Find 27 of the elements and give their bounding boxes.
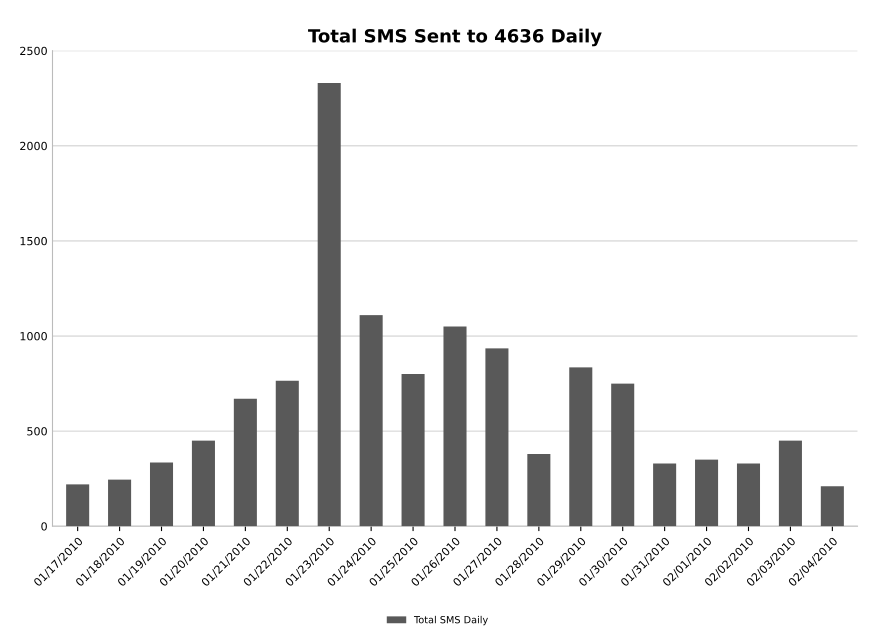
bar xyxy=(192,440,215,526)
bar xyxy=(150,462,174,526)
bar xyxy=(402,374,425,526)
y-tick-label: 2500 xyxy=(20,46,47,56)
bar xyxy=(527,454,550,526)
bar xyxy=(820,486,844,526)
y-tick-label: 1000 xyxy=(20,332,47,340)
bar xyxy=(778,440,802,526)
y-tick-label: 0 xyxy=(41,522,47,531)
chart-title: Total SMS Sent to 4636 Daily xyxy=(308,28,602,46)
y-tick-label: 1500 xyxy=(20,236,47,246)
bar xyxy=(234,398,257,526)
bar xyxy=(611,384,634,526)
legend-label: Total SMS Daily xyxy=(414,616,488,626)
bar xyxy=(736,463,760,526)
y-tick-label: 2000 xyxy=(20,142,47,150)
bar xyxy=(276,380,299,526)
bar xyxy=(695,460,718,526)
bar xyxy=(318,83,341,526)
bar xyxy=(66,484,90,526)
bar xyxy=(108,480,132,526)
y-tick-label: 500 xyxy=(27,427,47,436)
bar xyxy=(569,367,592,526)
bar xyxy=(443,326,467,526)
bar xyxy=(360,315,383,526)
bar xyxy=(653,463,676,526)
bar xyxy=(485,348,508,526)
